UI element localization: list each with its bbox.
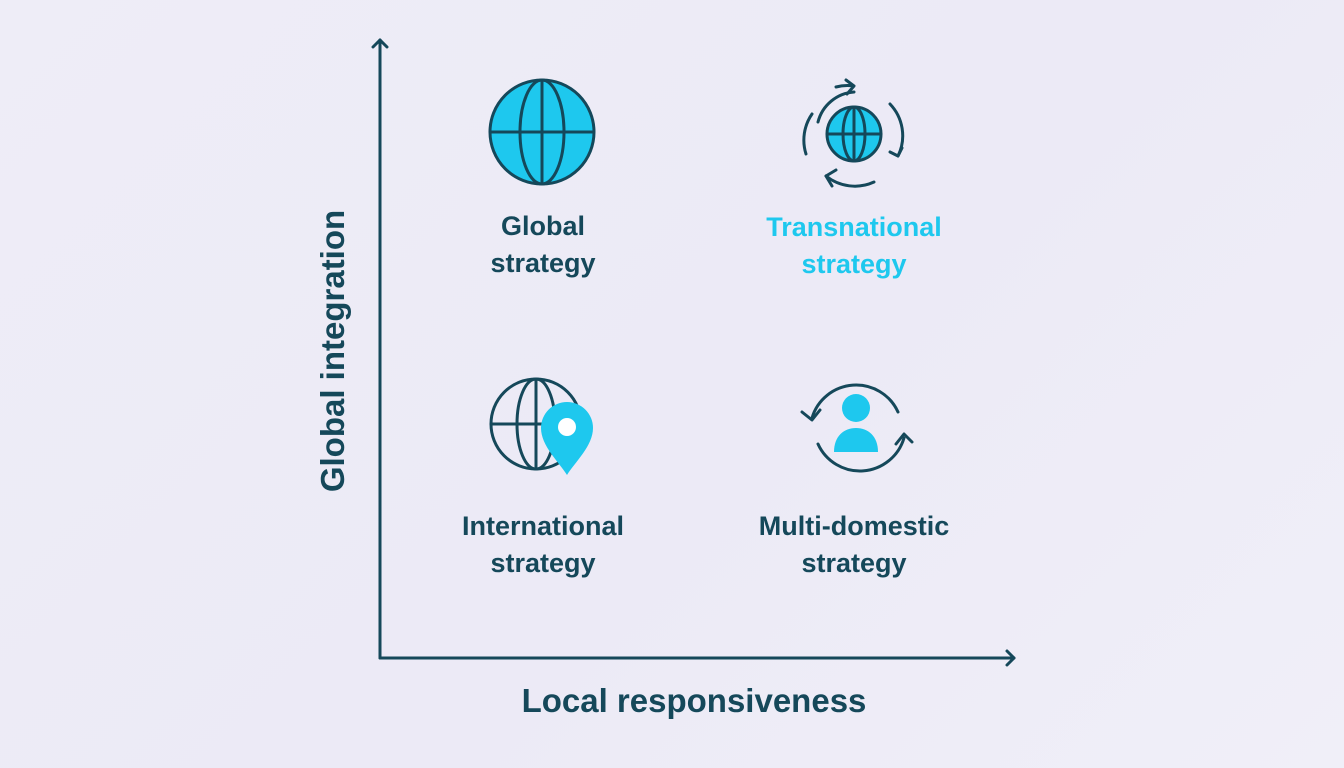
label-multi-domestic-strategy: Multi-domestic strategy	[704, 508, 1004, 582]
x-axis-title: Local responsiveness	[521, 682, 867, 719]
globe-pin-icon	[489, 376, 601, 480]
globe-icon	[487, 77, 599, 189]
y-axis-arrowhead	[371, 38, 389, 49]
transnational-strategy-line2: strategy	[801, 249, 907, 279]
global-strategy-line1: Global	[500, 211, 585, 241]
x-axis-arrowhead	[1005, 649, 1016, 667]
rotating-globe-icon	[796, 74, 914, 192]
international-strategy-line1: International	[461, 511, 624, 541]
label-transnational-strategy: Transnational strategy	[704, 209, 1004, 283]
y-axis-title: Global integration	[314, 209, 351, 493]
person-cycle-icon	[800, 376, 916, 480]
global-strategy-line2: strategy	[490, 248, 596, 278]
transnational-strategy-line1: Transnational	[766, 212, 942, 242]
international-strategy-line2: strategy	[490, 548, 596, 578]
multi-domestic-strategy-line1: Multi-domestic	[758, 511, 950, 541]
label-international-strategy: International strategy	[393, 508, 693, 582]
label-global-strategy: Global strategy	[393, 208, 693, 282]
multi-domestic-strategy-line2: strategy	[801, 548, 907, 578]
